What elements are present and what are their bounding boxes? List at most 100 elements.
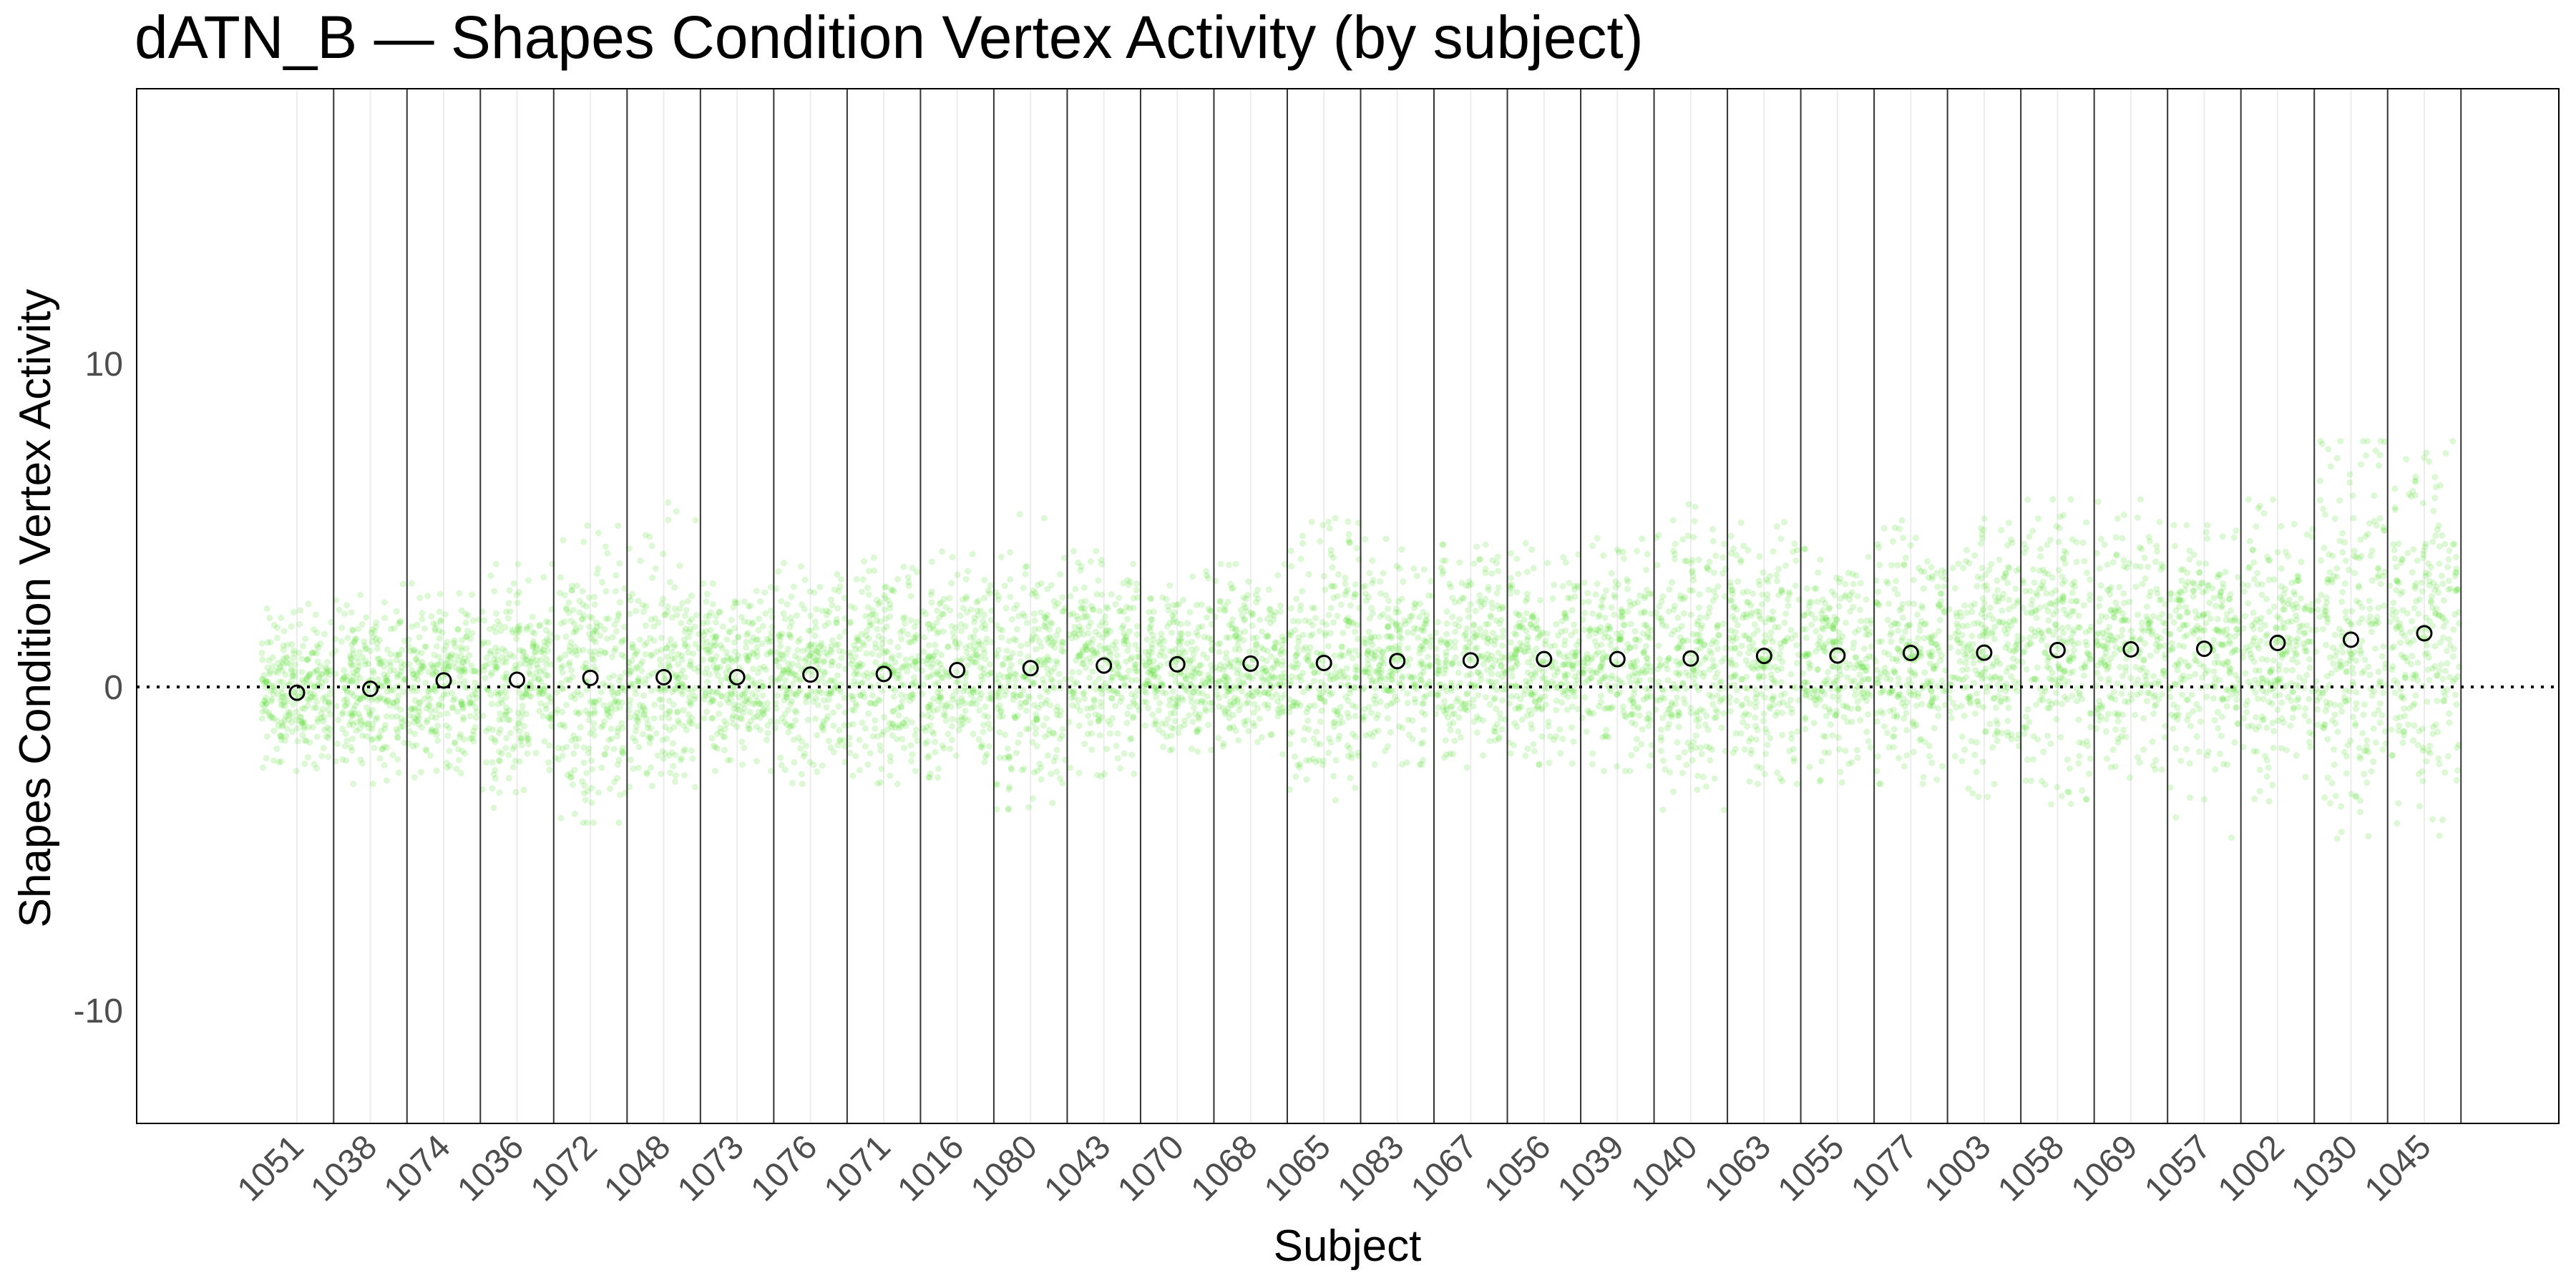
vertex-point [776, 637, 784, 644]
vertex-point [497, 622, 504, 629]
vertex-point [1589, 610, 1596, 618]
vertex-point [754, 698, 761, 705]
vertex-point [457, 673, 464, 680]
vertex-point [338, 638, 345, 645]
vertex-point [459, 659, 467, 666]
vertex-point [1081, 741, 1088, 748]
vertex-point [741, 705, 748, 712]
vertex-point [663, 735, 670, 742]
vertex-point [701, 715, 708, 722]
vertex-point [1369, 610, 1376, 617]
vertex-point [389, 699, 396, 706]
vertex-point [373, 635, 380, 642]
vertex-point [318, 670, 326, 678]
vertex-point [457, 668, 464, 675]
vertex-point [955, 703, 962, 710]
vertex-point [765, 638, 772, 645]
vertex-point [648, 652, 655, 659]
vertex-point [1174, 694, 1181, 701]
vertex-point [748, 676, 755, 683]
vertex-point [709, 600, 716, 608]
vertex-point [1012, 714, 1019, 721]
vertex-point [325, 698, 332, 706]
vertex-point [796, 687, 804, 694]
vertex-point [619, 684, 626, 691]
vertex-point [816, 688, 823, 694]
vertex-point [895, 671, 902, 678]
vertex-point [1002, 731, 1008, 738]
vertex-point [326, 699, 333, 706]
vertex-point [1050, 729, 1057, 736]
vertex-point [1592, 651, 1599, 658]
vertex-point [1019, 673, 1026, 680]
vertex-point [509, 626, 516, 633]
vertex-point [793, 692, 800, 699]
vertex-point [672, 673, 679, 680]
vertex-point [703, 628, 710, 635]
vertex-point [1148, 641, 1155, 648]
vertex-point [266, 712, 273, 719]
vertex-point [665, 708, 673, 714]
vertex-point [738, 716, 745, 723]
vertex-point [583, 603, 590, 610]
vertex-point [1638, 741, 1645, 748]
vertex-point [1005, 806, 1012, 814]
vertex-point [614, 616, 621, 623]
vertex-point [281, 703, 288, 710]
vertex-point [1254, 587, 1261, 593]
vertex-point [630, 734, 637, 741]
vertex-point [1352, 713, 1359, 720]
vertex-point [1308, 518, 1315, 525]
vertex-point [359, 653, 366, 660]
vertex-point [718, 693, 725, 700]
vertex-point [1098, 560, 1106, 567]
vertex-point [348, 662, 355, 669]
vertex-point [721, 718, 728, 724]
vertex-point [928, 558, 935, 565]
vertex-point [1420, 566, 1428, 573]
vertex-point [341, 667, 348, 674]
vertex-point [498, 750, 505, 757]
vertex-point [1023, 619, 1030, 626]
vertex-point [1561, 642, 1568, 649]
vertex-point [1420, 627, 1428, 634]
vertex-point [1517, 640, 1524, 647]
vertex-point [1212, 613, 1219, 620]
vertex-point [1317, 678, 1324, 686]
vertex-point [1058, 647, 1065, 654]
vertex-point [852, 753, 859, 760]
vertex-point [514, 720, 522, 727]
vertex-point [1334, 592, 1341, 600]
vertex-point [665, 697, 673, 704]
vertex-point [326, 671, 333, 678]
vertex-point [343, 737, 351, 744]
vertex-point [290, 672, 296, 679]
vertex-point [328, 619, 335, 626]
vertex-point [764, 706, 771, 713]
vertex-point [590, 726, 597, 733]
vertex-point [320, 744, 327, 751]
vertex-point [532, 644, 539, 650]
vertex-point [1498, 616, 1505, 623]
vertex-point [863, 650, 870, 657]
vertex-point [621, 653, 628, 660]
vertex-point [785, 728, 792, 736]
vertex-point [268, 696, 275, 703]
vertex-point [429, 671, 436, 678]
vertex-point [755, 708, 762, 716]
vertex-point [1277, 703, 1284, 710]
vertex-point [540, 713, 547, 720]
vertex-point [1048, 635, 1054, 642]
vertex-point [1420, 645, 1427, 653]
vertex-point [734, 634, 741, 641]
vertex-point [1034, 767, 1041, 774]
vertex-point [996, 702, 1003, 709]
vertex-point [416, 634, 423, 641]
vertex-point [640, 731, 646, 738]
vertex-point [1529, 662, 1536, 669]
vertex-point [679, 600, 686, 607]
vertex-point [283, 641, 291, 648]
vertex-point [577, 723, 584, 731]
vertex-point [711, 657, 718, 664]
vertex-point [884, 597, 892, 604]
